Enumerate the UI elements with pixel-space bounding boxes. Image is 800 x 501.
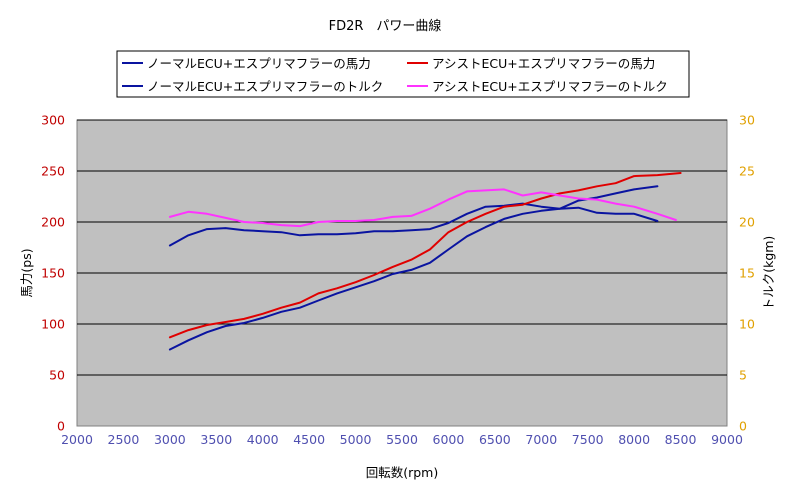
right-tick-label: 25	[739, 164, 755, 179]
x-axis-ticks: 2000 2500 3000 3500 4000 4500 5000 5500 6000 6500…	[61, 432, 743, 447]
assist-torque-line	[168, 188, 677, 228]
x-tick-label: 3000	[154, 432, 186, 447]
legend: ノーマルECU+エスプリマフラーの馬力 アシストECU+エスプリマフラーの馬力 …	[116, 50, 690, 98]
x-tick-label: 6500	[479, 432, 511, 447]
x-tick-label: 4000	[247, 432, 279, 447]
x-tick-label: 9000	[711, 432, 743, 447]
x-tick-label: 8500	[665, 432, 697, 447]
left-tick-label: 200	[41, 215, 65, 230]
right-tick-label: 15	[739, 266, 755, 281]
left-axis-ticks: 0 50 100 150 200 250 300	[41, 113, 65, 434]
right-tick-label: 5	[739, 368, 747, 383]
assist-power-line	[168, 172, 682, 339]
left-tick-label: 0	[57, 419, 65, 434]
left-tick-label: 150	[41, 266, 65, 281]
right-tick-label: 10	[739, 317, 755, 332]
normal-torque-line	[168, 202, 659, 247]
right-tick-label: 30	[739, 113, 755, 128]
series-lines	[168, 172, 682, 351]
left-tick-label: 100	[41, 317, 65, 332]
legend-label-assist-power: アシストECU+エスプリマフラーの馬力	[432, 56, 655, 71]
right-tick-label: 20	[739, 215, 755, 230]
right-tick-label: 0	[739, 419, 747, 434]
left-tick-label: 250	[41, 164, 65, 179]
legend-label-normal-torque: ノーマルECU+エスプリマフラーのトルク	[147, 79, 383, 94]
legend-label-assist-torque: アシストECU+エスプリマフラーのトルク	[432, 79, 668, 94]
x-tick-label: 6000	[433, 432, 465, 447]
x-tick-label: 8000	[618, 432, 650, 447]
x-tick-label: 7500	[572, 432, 604, 447]
x-tick-label: 7000	[525, 432, 557, 447]
legend-label-normal-power: ノーマルECU+エスプリマフラーの馬力	[147, 56, 371, 71]
normal-power-line	[168, 185, 659, 351]
grid-lines	[77, 119, 727, 376]
x-tick-label: 5500	[386, 432, 418, 447]
x-tick-label: 3500	[200, 432, 232, 447]
x-tick-label: 4500	[293, 432, 325, 447]
left-axis-label: 馬力(ps)	[19, 248, 34, 297]
x-tick-label: 2000	[61, 432, 93, 447]
legend-box	[116, 50, 690, 98]
right-axis-label: トルク(kgm)	[761, 236, 776, 311]
left-tick-label: 50	[49, 368, 65, 383]
left-tick-label: 300	[41, 113, 65, 128]
right-axis-ticks: 0 5 10 15 20 25 30	[739, 113, 755, 434]
chart-title: FD2R パワー曲線	[329, 18, 442, 34]
x-axis-label: 回転数(rpm)	[366, 465, 439, 480]
x-tick-label: 2500	[108, 432, 140, 447]
x-tick-label: 5000	[340, 432, 372, 447]
